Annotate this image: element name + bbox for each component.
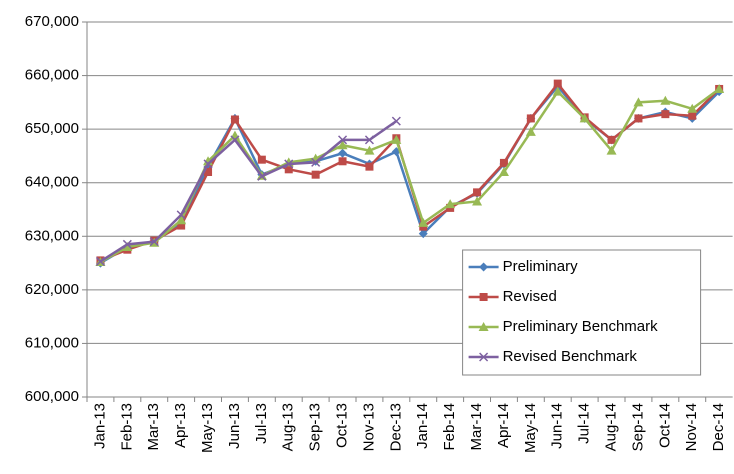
x-tick-label: Feb-14	[441, 403, 458, 451]
x-tick-label: Mar-13	[145, 403, 162, 451]
series-line	[99, 81, 721, 262]
data-point	[499, 158, 508, 167]
data-point	[498, 167, 509, 176]
legend-box	[462, 249, 702, 376]
legend-label: Preliminary Benchmark	[503, 318, 659, 335]
data-point	[230, 115, 239, 124]
x-tick-label: Jun-13	[226, 403, 243, 449]
data-point	[660, 95, 671, 105]
data-point	[472, 196, 483, 206]
x-tick-label: May-13	[199, 403, 216, 453]
x-tick-label: Aug-13	[280, 403, 297, 451]
data-point	[284, 159, 294, 169]
data-point	[687, 103, 698, 113]
data-point	[257, 171, 267, 181]
data-point	[364, 145, 375, 155]
y-tick-label: 630,000	[25, 227, 79, 244]
data-point	[338, 135, 348, 145]
x-tick-label: Nov-14	[683, 403, 700, 451]
x-tick-label: Jan-14	[414, 403, 431, 449]
data-point	[338, 157, 347, 166]
y-tick-label: 610,000	[25, 334, 79, 351]
x-tick-label: Oct-14	[656, 403, 673, 448]
data-point	[95, 256, 105, 266]
data-point	[230, 135, 240, 145]
data-point	[661, 110, 670, 119]
data-point	[338, 148, 348, 158]
x-tick-label: Mar-14	[468, 403, 485, 451]
x-tick-label: Apr-13	[172, 403, 189, 448]
y-tick-label: 600,000	[25, 388, 79, 405]
x-tick-label: Nov-13	[360, 403, 377, 451]
x-tick-label: Jun-14	[549, 403, 566, 449]
legend-marker	[479, 293, 488, 301]
x-tick-label: Sep-13	[307, 403, 324, 451]
x-tick-label: Sep-14	[629, 403, 646, 451]
x-tick-label: May-14	[522, 403, 539, 453]
data-point	[418, 217, 429, 227]
legend-label: Revised	[503, 288, 557, 305]
x-tick-label: Jul-13	[253, 403, 270, 444]
data-point	[579, 113, 590, 123]
x-tick-label: Dec-13	[387, 403, 404, 451]
data-point	[418, 229, 428, 239]
data-point	[473, 188, 482, 197]
data-point	[257, 155, 266, 164]
x-tick-label: Aug-14	[603, 403, 620, 451]
data-point	[176, 215, 187, 225]
legend-marker	[479, 262, 489, 272]
data-point	[445, 199, 456, 209]
data-point	[526, 114, 535, 123]
data-point	[606, 145, 617, 155]
y-tick-label: 670,000	[25, 13, 79, 30]
data-point	[203, 159, 213, 169]
data-point	[634, 114, 643, 123]
legend-marker	[479, 352, 489, 362]
y-tick-label: 620,000	[25, 281, 79, 298]
x-tick-label: Jul-14	[576, 403, 593, 444]
data-point	[391, 116, 401, 126]
data-point	[553, 79, 562, 88]
data-point	[311, 157, 321, 167]
data-point	[149, 237, 159, 247]
data-point	[176, 210, 186, 220]
x-tick-label: Apr-14	[495, 403, 512, 448]
series-line	[99, 120, 398, 263]
y-tick-label: 640,000	[25, 174, 79, 191]
legend-label: Revised Benchmark	[503, 348, 638, 365]
data-point	[177, 221, 186, 230]
x-tick-label: Dec-14	[710, 403, 727, 451]
data-point	[552, 86, 563, 96]
data-point	[391, 134, 402, 144]
data-point	[204, 168, 213, 176]
legend-marker	[478, 322, 489, 331]
data-point	[122, 239, 132, 249]
data-point	[311, 170, 320, 179]
x-tick-label: Feb-13	[118, 403, 135, 451]
data-point	[633, 97, 644, 107]
data-point	[337, 140, 348, 150]
y-tick-label: 660,000	[25, 67, 79, 84]
legend-label: Preliminary	[503, 258, 579, 275]
data-point	[122, 242, 133, 251]
data-point	[365, 162, 374, 171]
y-tick-label: 650,000	[25, 120, 79, 137]
data-point	[688, 111, 697, 120]
data-point	[364, 135, 374, 145]
x-tick-label: Jan-13	[91, 403, 108, 449]
x-tick-label: Oct-13	[334, 403, 351, 448]
data-point	[714, 83, 725, 93]
data-point	[525, 126, 536, 136]
data-point	[607, 135, 616, 144]
data-point	[284, 165, 293, 174]
